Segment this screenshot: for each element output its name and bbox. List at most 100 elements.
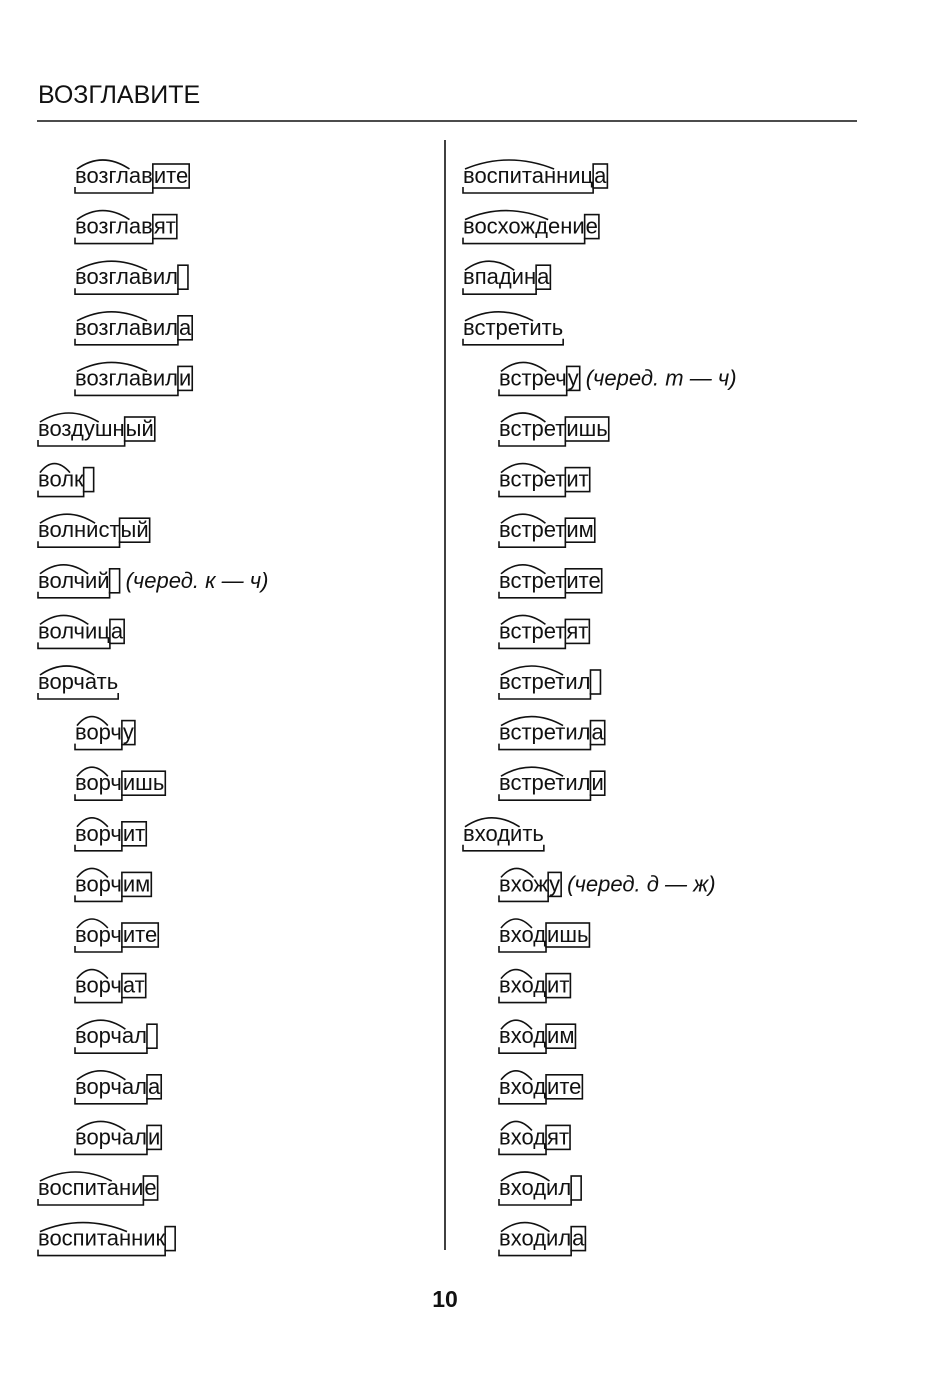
- word-ending: ят: [547, 1124, 569, 1149]
- word-ending: ат: [123, 973, 145, 998]
- ending-box: [177, 264, 189, 291]
- root-arc: [464, 260, 515, 271]
- word-stem: вход: [499, 1023, 546, 1048]
- stem-bracket: [498, 693, 592, 700]
- stem-bracket: [498, 642, 567, 650]
- word-ending: у: [549, 871, 560, 896]
- stem-bracket: [74, 844, 123, 852]
- ending-box: [564, 416, 610, 442]
- word-stem: волчиц: [38, 618, 110, 643]
- root-arc: [500, 918, 533, 929]
- stem-bracket: [37, 541, 121, 548]
- stem-bracket: [74, 946, 123, 953]
- word-stem: воздушн: [38, 416, 125, 441]
- word-stem: ворчал: [75, 1023, 147, 1048]
- word-ending: и: [591, 770, 603, 795]
- root-arc: [76, 968, 109, 980]
- word-stem: возглав: [75, 163, 153, 188]
- word-stem: воспитанниц: [463, 163, 594, 188]
- stem-bracket: [74, 338, 179, 346]
- root-arc: [500, 867, 534, 878]
- ending-box: [121, 719, 136, 746]
- stem-bracket: [498, 996, 547, 1004]
- stem-bracket: [74, 389, 179, 397]
- ending-box: [152, 163, 190, 189]
- word-ending: ите: [547, 1074, 581, 1099]
- word-stem: воспитанник: [38, 1226, 166, 1251]
- root-arc: [76, 817, 109, 828]
- ending-box: [121, 972, 147, 999]
- root-arc: [76, 159, 130, 170]
- ending-box: [589, 669, 602, 695]
- ending-box: [570, 1225, 587, 1252]
- stem-bracket: [74, 743, 123, 751]
- word-stem: входил: [499, 1226, 571, 1251]
- root-arc: [39, 513, 96, 524]
- word-stem: вход: [499, 922, 546, 947]
- word-stem: встрет: [499, 618, 565, 643]
- stem-bracket: [74, 794, 123, 801]
- word-stem: ворчал: [75, 1074, 147, 1099]
- root-arc: [500, 766, 564, 777]
- stem-bracket: [498, 1199, 572, 1206]
- word-stem: ворч: [75, 973, 122, 998]
- word-stem: возглав: [75, 214, 153, 239]
- word-stem: встретил: [499, 720, 590, 745]
- word-ending: ишь: [123, 770, 164, 795]
- ending-box: [121, 820, 148, 847]
- word-stem: ворчать: [38, 669, 118, 694]
- root-arc: [500, 1221, 550, 1233]
- stem-bracket: [74, 237, 154, 245]
- word-stem: ворч: [75, 720, 122, 745]
- word-ending: ый: [121, 517, 149, 542]
- ending-box: [564, 466, 591, 493]
- root-arc: [500, 968, 533, 980]
- word-stem: встреч: [499, 365, 567, 390]
- stem-bracket: [498, 743, 592, 751]
- word-stem: ворч: [75, 770, 122, 795]
- word-ending: е: [586, 214, 598, 239]
- ending-box: [565, 365, 581, 392]
- word-ending: а: [591, 720, 604, 745]
- ending-box: [177, 314, 194, 341]
- ending-box: [545, 1124, 571, 1151]
- note: (черед. д — ж): [567, 871, 715, 896]
- ending-box: [545, 972, 572, 999]
- stem-bracket: [498, 389, 568, 397]
- word-stem: воспитани: [38, 1175, 143, 1200]
- stem-bracket: [462, 288, 537, 295]
- ending-box: [109, 618, 125, 645]
- ending-box: [583, 213, 600, 240]
- root-arc: [500, 361, 547, 373]
- ending-box: [146, 1074, 163, 1100]
- ending-box: [121, 871, 153, 898]
- root-arc: [76, 361, 148, 373]
- stem-bracket: [37, 642, 111, 650]
- stem-bracket: [74, 996, 123, 1004]
- ending-box: [82, 466, 95, 493]
- root-arc: [39, 462, 71, 474]
- root-arc: [500, 614, 546, 626]
- word-ending: ят: [154, 214, 176, 239]
- ending-box: [535, 264, 552, 291]
- word-ending: ите: [154, 163, 188, 188]
- root-arc: [500, 1120, 533, 1131]
- stem-bracket: [37, 1199, 145, 1206]
- stem-bracket: [498, 794, 592, 801]
- root-arc: [464, 159, 555, 170]
- stem-bracket: [74, 1047, 148, 1054]
- root-arc: [76, 311, 148, 322]
- stem-bracket: [74, 288, 179, 295]
- stem-bracket: [498, 1097, 547, 1105]
- stem-bracket: [498, 490, 567, 498]
- word-stem: ворч: [75, 871, 122, 896]
- ending-box: [570, 1175, 582, 1201]
- root-arc: [76, 260, 148, 271]
- header-title: ВОЗГЛАВИТЕ: [38, 81, 200, 109]
- stem-bracket: [498, 541, 567, 548]
- ending-box: [592, 163, 609, 189]
- ending-box: [118, 517, 151, 544]
- word-ending: а: [594, 163, 607, 188]
- ending-box: [146, 1124, 163, 1151]
